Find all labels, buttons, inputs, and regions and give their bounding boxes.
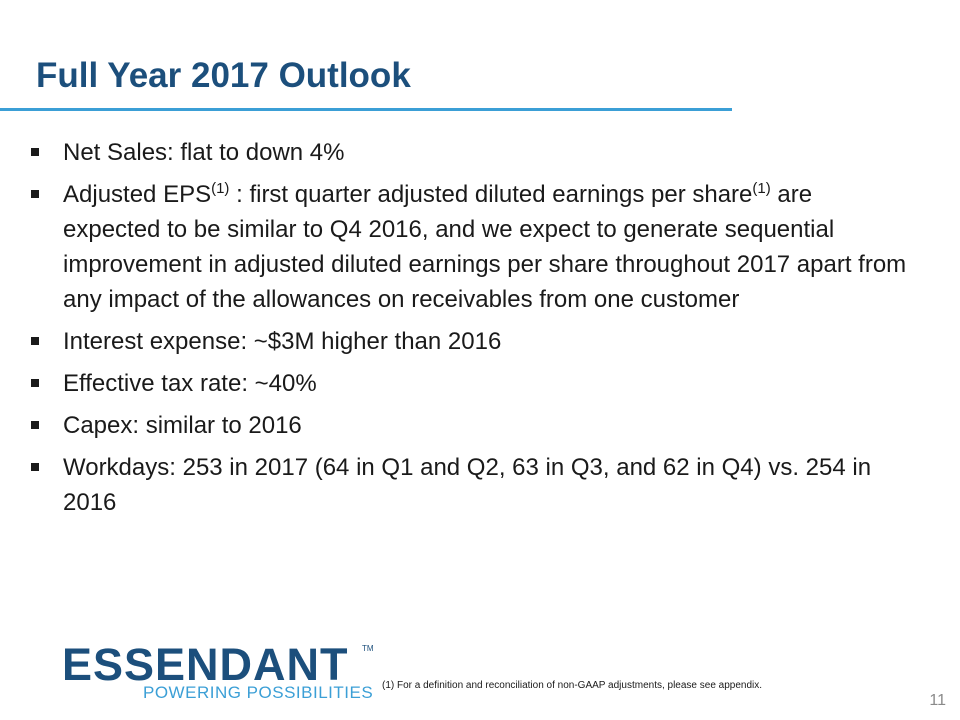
slide-title: Full Year 2017 Outlook bbox=[36, 56, 411, 95]
footnote-marker: (1) bbox=[752, 180, 771, 197]
square-bullet-icon bbox=[31, 337, 39, 345]
bullet-text: Interest expense: ~$3M higher than 2016 bbox=[63, 328, 502, 355]
footnote-marker: (1) bbox=[211, 180, 230, 197]
bullet-text: Capex: similar to 2016 bbox=[63, 412, 302, 439]
bullet-net-sales: Net Sales: flat to down 4% bbox=[30, 135, 915, 170]
bullet-workdays: Workdays: 253 in 2017 (64 in Q1 and Q2, … bbox=[30, 450, 915, 520]
square-bullet-icon bbox=[31, 463, 39, 471]
square-bullet-icon bbox=[31, 379, 39, 387]
bullet-text: Workdays: 253 in 2017 (64 in Q1 and Q2, … bbox=[63, 454, 872, 516]
logo-tagline: POWERING POSSIBILITIES bbox=[143, 683, 374, 702]
square-bullet-icon bbox=[31, 148, 39, 156]
bullet-text-part: Adjusted EPS bbox=[63, 181, 212, 208]
bullet-adjusted-eps: Adjusted EPS(1) : first quarter adjusted… bbox=[30, 177, 915, 317]
bullet-text: Net Sales: flat to down 4% bbox=[63, 139, 345, 166]
essendant-logo: ESSENDANT TM POWERING POSSIBILITIES bbox=[62, 642, 382, 704]
bullet-capex: Capex: similar to 2016 bbox=[30, 408, 915, 443]
square-bullet-icon bbox=[31, 421, 39, 429]
bullet-text: Effective tax rate: ~40% bbox=[63, 370, 317, 397]
bullet-text-part: are expected to be similar to Q4 2016, a… bbox=[63, 181, 907, 313]
bullet-text-part: : first quarter adjusted diluted earning… bbox=[229, 181, 753, 208]
logo-trademark: TM bbox=[362, 644, 374, 653]
page-number: 11 bbox=[929, 692, 946, 709]
square-bullet-icon bbox=[31, 190, 39, 198]
title-underline bbox=[0, 108, 732, 111]
logo-wordmark: ESSENDANT bbox=[62, 639, 349, 690]
footnote: (1) For a definition and reconciliation … bbox=[382, 680, 763, 691]
outlook-bullet-list: Net Sales: flat to down 4% Adjusted EPS(… bbox=[30, 135, 915, 527]
bullet-tax-rate: Effective tax rate: ~40% bbox=[30, 366, 915, 401]
bullet-interest-expense: Interest expense: ~$3M higher than 2016 bbox=[30, 324, 915, 359]
